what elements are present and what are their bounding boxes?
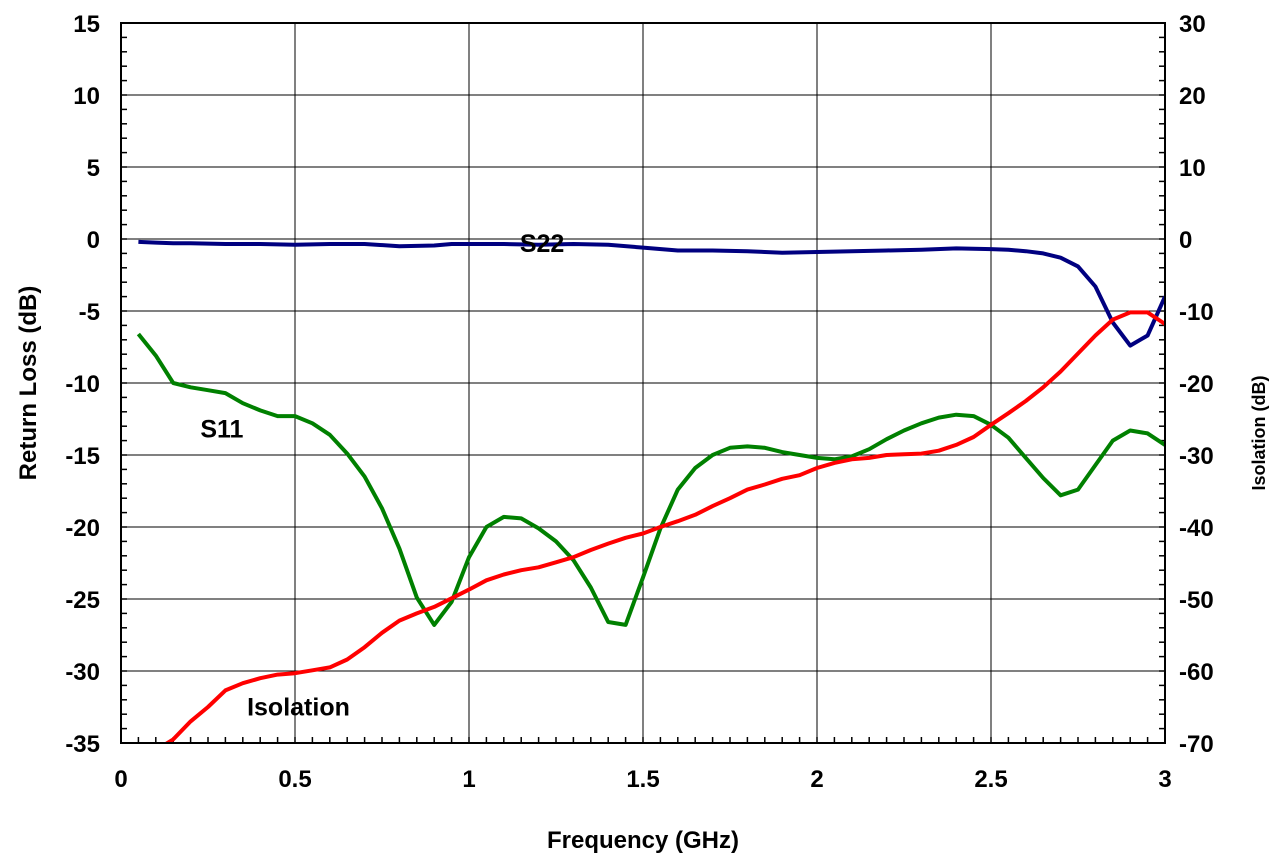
y-tick-label: -5 xyxy=(79,299,100,326)
y-tick-label: -30 xyxy=(65,659,100,686)
series-line-s11 xyxy=(136,332,1165,627)
plot-frame xyxy=(120,22,1166,744)
y2-tick-label: -50 xyxy=(1179,587,1214,614)
y2-tick-label: -70 xyxy=(1179,731,1214,758)
series-label-isolation: Isolation xyxy=(247,694,350,722)
series-line-s22 xyxy=(138,239,1165,348)
y-tick-label: 15 xyxy=(73,11,100,38)
y-tick-label: 0 xyxy=(87,227,100,254)
y2-tick-label: -30 xyxy=(1179,443,1214,470)
y-tick-label: -15 xyxy=(65,443,100,470)
y-tick-label: 5 xyxy=(87,155,100,182)
y-tick-label: -20 xyxy=(65,515,100,542)
x-tick-label: 2.5 xyxy=(974,766,1007,793)
y2-tick-label: -40 xyxy=(1179,515,1214,542)
y-axis-title: Return Loss (dB) xyxy=(15,286,42,481)
y-tick-label: -35 xyxy=(65,731,100,758)
x-tick-label: 0.5 xyxy=(278,766,311,793)
y2-tick-label: 30 xyxy=(1179,11,1206,38)
annotations: S22 S11 Isolation xyxy=(200,230,564,722)
grid xyxy=(121,23,1165,743)
x-tick-label: 0 xyxy=(114,766,127,793)
y-tick-label: -10 xyxy=(65,371,100,398)
y2-tick-label: 0 xyxy=(1179,227,1192,254)
series-label-s22: S22 xyxy=(520,230,564,258)
x-tick-label: 2 xyxy=(810,766,823,793)
x-tick-label: 1.5 xyxy=(626,766,659,793)
y2-tick-label: 20 xyxy=(1179,83,1206,110)
y-tick-label: 10 xyxy=(73,83,100,110)
x-tick-label: 1 xyxy=(462,766,475,793)
y2-axis-title: Isolation (dB) xyxy=(1249,376,1269,491)
series-layer xyxy=(136,239,1165,743)
y2-tick-label: 10 xyxy=(1179,155,1206,182)
y-tick-label: -25 xyxy=(65,587,100,614)
tick-labels: 0 0.5 1 1.5 2 2.5 3 15 10 5 0 -5 -10 -15 -20 -25 -30 -35 3… xyxy=(65,11,1213,793)
series-label-s11: S11 xyxy=(200,416,243,444)
y2-tick-label: -10 xyxy=(1179,299,1214,326)
y2-tick-label: -20 xyxy=(1179,371,1214,398)
x-tick-label: 3 xyxy=(1158,766,1171,793)
x-axis-title: Frequency (GHz) xyxy=(547,827,739,854)
series-line-isolation xyxy=(163,310,1165,743)
y2-tick-label: -60 xyxy=(1179,659,1214,686)
